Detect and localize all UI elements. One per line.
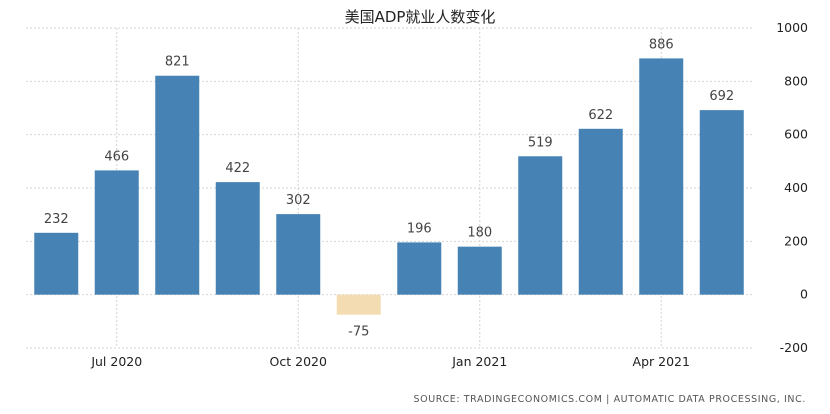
data-label: 422: [225, 161, 250, 176]
bar: [639, 58, 684, 295]
data-label: 466: [104, 149, 129, 164]
bar: [94, 170, 139, 295]
y-tick-label: 0: [800, 287, 808, 302]
data-label: 886: [649, 37, 674, 52]
x-tick-label: Oct 2020: [270, 354, 327, 369]
data-label: 692: [709, 89, 734, 104]
data-label: 302: [286, 193, 311, 208]
source-note: SOURCE: TRADINGECONOMICS.COM | AUTOMATIC…: [414, 394, 807, 405]
y-tick-label: 800: [784, 73, 808, 88]
x-tick-label: Apr 2021: [633, 354, 690, 369]
x-tick-label: Jul 2020: [90, 354, 142, 369]
bar: [276, 214, 321, 295]
bar: [578, 128, 623, 295]
bar: [397, 242, 442, 295]
data-label: 622: [588, 108, 613, 123]
value-labels: 232 466 821 422 302 -75 196 180 519 622 886 692: [44, 37, 734, 339]
y-tick-label: 600: [784, 127, 808, 142]
bar: [215, 182, 260, 295]
data-label: 232: [44, 212, 69, 227]
data-label: 519: [528, 135, 553, 150]
y-tick-label: 400: [784, 180, 808, 195]
bar: [518, 156, 563, 295]
data-label: 180: [467, 226, 492, 241]
chart-title: 美国ADP就业人数变化: [345, 8, 496, 26]
y-tick-label: 200: [784, 233, 808, 248]
bar: [699, 110, 744, 295]
y-tick-label: -200: [780, 340, 808, 355]
data-label: 821: [165, 55, 190, 70]
x-axis-ticks: Jul 2020 Oct 2020 Jan 2021 Apr 2021: [90, 354, 690, 369]
y-axis-ticks: -200 0 200 400 600 800 1000: [776, 20, 808, 355]
bar: [457, 246, 502, 295]
data-label: 196: [407, 221, 432, 236]
bars: [34, 58, 744, 315]
bar: [336, 294, 381, 315]
bar: [34, 232, 79, 295]
x-tick-label: Jan 2021: [451, 354, 507, 369]
data-label: -75: [348, 325, 369, 340]
y-tick-label: 1000: [776, 20, 808, 35]
bar: [155, 75, 200, 295]
